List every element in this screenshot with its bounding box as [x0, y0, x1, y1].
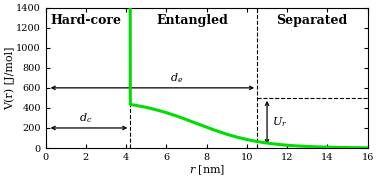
- X-axis label: $r$ [nm]: $r$ [nm]: [189, 163, 225, 177]
- Y-axis label: V(r) [J/mol]: V(r) [J/mol]: [4, 46, 15, 110]
- Text: $d_e$: $d_e$: [170, 71, 183, 85]
- Text: $U_r$: $U_r$: [272, 115, 288, 129]
- Text: Entangled: Entangled: [156, 14, 229, 27]
- Text: Hard-core: Hard-core: [51, 14, 121, 27]
- Text: $d_c$: $d_c$: [79, 111, 93, 125]
- Text: Separated: Separated: [276, 14, 347, 27]
